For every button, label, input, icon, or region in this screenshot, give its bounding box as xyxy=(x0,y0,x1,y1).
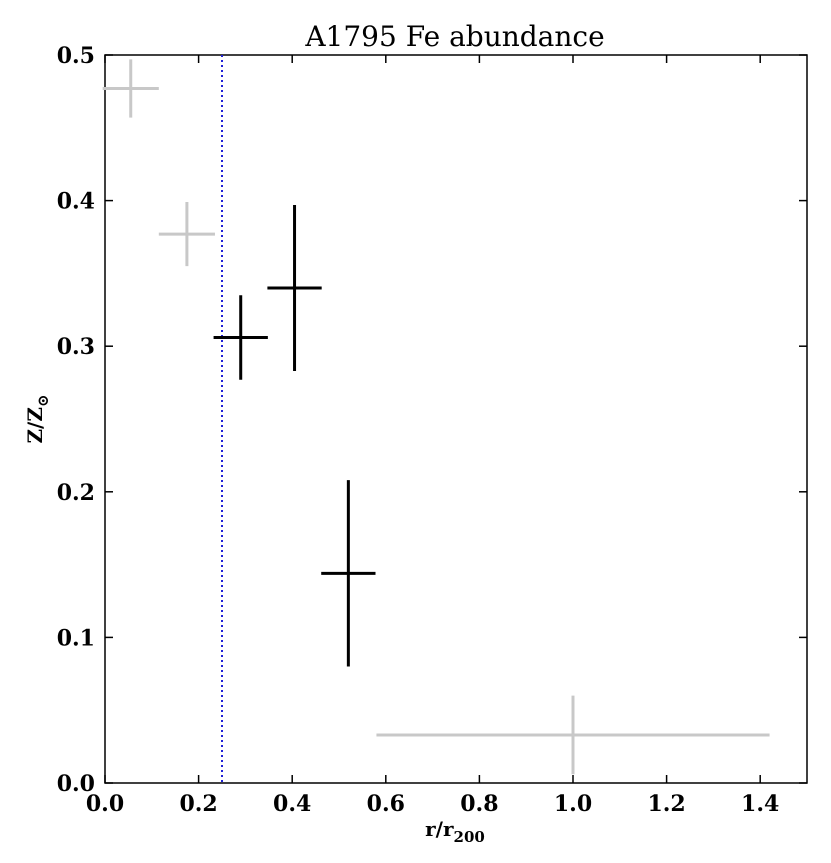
x-tick-label: 0.8 xyxy=(460,791,498,817)
y-tick-label: 0.5 xyxy=(57,43,95,69)
data-point xyxy=(158,202,215,267)
y-tick-label: 0.4 xyxy=(57,189,95,215)
x-tick-label: 1.0 xyxy=(554,791,592,817)
data-point xyxy=(267,204,322,371)
x-axis: 0.0 0.2 0.4 0.6 0.8 1.0 1.2 1.4 xyxy=(86,55,779,817)
plot-frame xyxy=(104,54,808,784)
chart-title: A1795 Fe abundance xyxy=(304,20,604,53)
x-tick-label: 0.4 xyxy=(273,791,311,817)
y-axis-label-subscript: ⊙ xyxy=(34,394,52,407)
data-point xyxy=(321,480,376,667)
y-tick-label: 0.2 xyxy=(57,480,95,506)
y-tick-label: 0.0 xyxy=(57,771,95,797)
y-tick-label: 0.3 xyxy=(57,334,95,360)
x-axis-label: r/r200 xyxy=(425,817,485,846)
y-axis-label-main: Z/Z xyxy=(23,407,47,444)
data-point xyxy=(213,295,268,380)
x-tick-label: 0.0 xyxy=(86,791,124,817)
y-tick-label: 0.1 xyxy=(57,625,95,651)
series-excluded xyxy=(102,59,770,775)
x-tick-label: 0.6 xyxy=(367,791,405,817)
y-axis: 0.0 0.1 0.2 0.3 0.4 0.5 xyxy=(57,43,807,797)
data-series xyxy=(102,59,770,775)
series-included xyxy=(213,204,376,667)
data-point xyxy=(376,695,770,775)
y-axis-label: Z/Z⊙ xyxy=(23,394,52,443)
x-tick-label: 1.2 xyxy=(647,791,685,817)
x-tick-label: 0.2 xyxy=(179,791,217,817)
x-tick-label: 1.4 xyxy=(741,791,779,817)
x-axis-label-main: r/r xyxy=(425,817,454,841)
data-point xyxy=(102,59,159,118)
x-axis-label-subscript: 200 xyxy=(454,828,485,846)
